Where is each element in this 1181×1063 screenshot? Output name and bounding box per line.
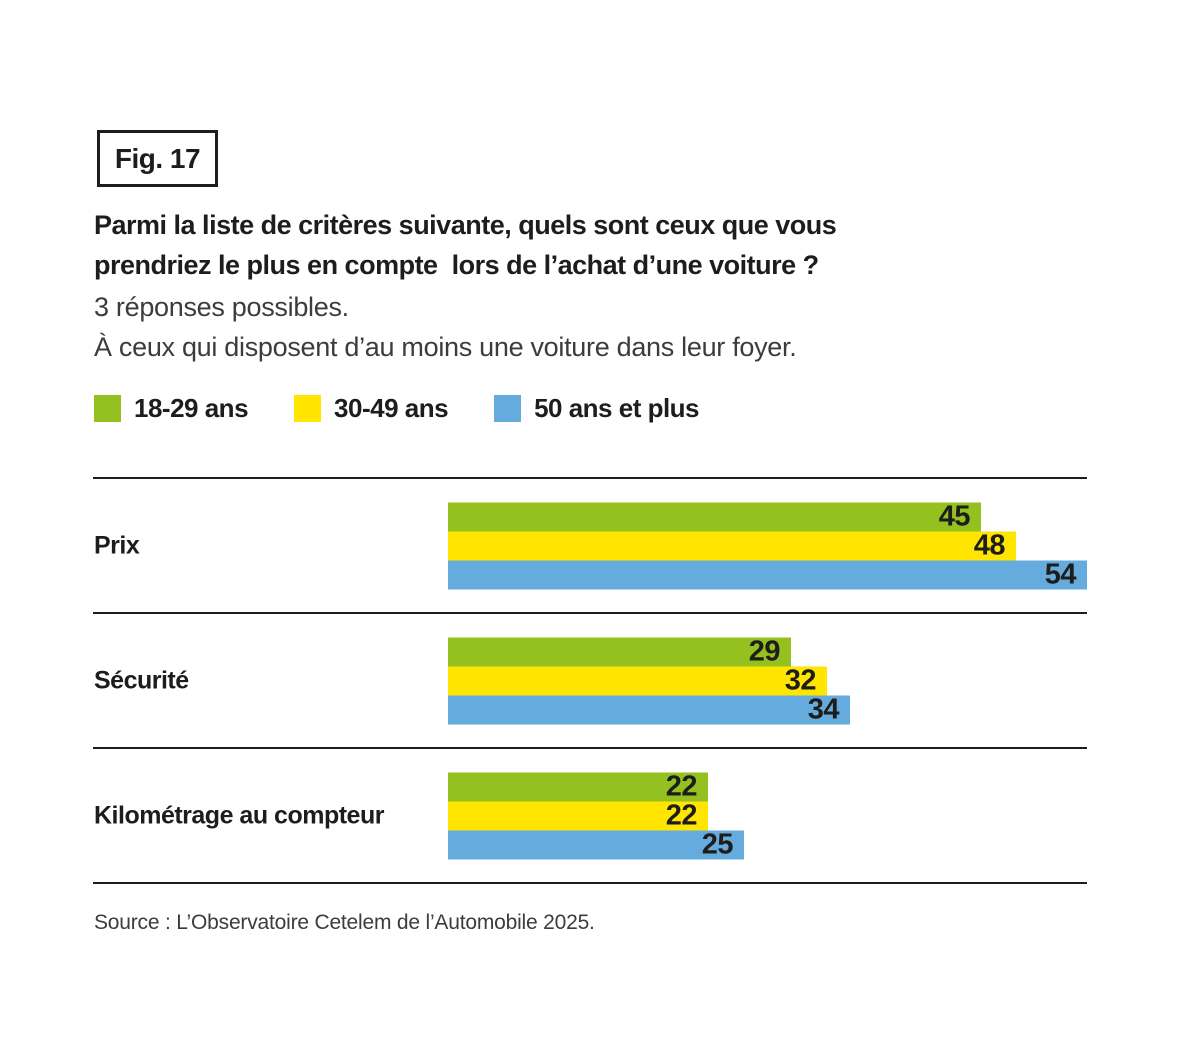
legend-swatch-icon [294, 395, 322, 422]
bar-value-label: 32 [784, 664, 817, 696]
chart-row-kilometrage: Kilométrage au compteur 22 22 25 [93, 747, 1087, 882]
bar-value-label: 25 [701, 828, 734, 860]
bar-30-49-ans: 22 [448, 801, 708, 830]
bar-group: 29 32 34 [448, 637, 1087, 724]
chart-subtitle: 3 réponses possibles. À ceux qui dispose… [94, 292, 797, 362]
bar-18-29-ans: 45 [448, 502, 981, 531]
bar-value-label: 22 [665, 770, 698, 802]
bar-50-ans-et-plus: 34 [448, 695, 850, 724]
figure-number: Fig. 17 [114, 142, 201, 174]
legend: 18-29 ans 30-49 ans 50 ans et plus [94, 393, 700, 424]
row-label: Sécurité [94, 666, 189, 694]
chart-row-prix: Prix 45 48 54 [93, 477, 1087, 612]
legend-label: 30-49 ans [334, 393, 449, 423]
figure-number-box: Fig. 17 [97, 130, 218, 187]
legend-swatch-icon [94, 395, 121, 422]
row-label: Prix [94, 531, 140, 559]
source-note: Source : L’Observatoire Cetelem de l’Aut… [94, 911, 595, 934]
bar-30-49-ans: 48 [448, 531, 1016, 560]
bar-value-label: 45 [938, 500, 971, 532]
bar-value-label: 54 [1044, 558, 1077, 590]
legend-item-18-29-ans: 18-29 ans [94, 393, 249, 424]
bar-group: 22 22 25 [448, 772, 1087, 859]
bar-18-29-ans: 29 [448, 637, 791, 666]
bar-group: 45 48 54 [448, 502, 1087, 589]
legend-swatch-icon [494, 395, 522, 422]
legend-label: 50 ans et plus [534, 393, 700, 423]
bar-value-label: 48 [973, 529, 1006, 561]
legend-item-50-ans-et-plus: 50 ans et plus [494, 393, 700, 424]
legend-item-30-49-ans: 30-49 ans [294, 393, 449, 424]
bar-chart: Prix 45 48 54 Sécurité 29 32 [93, 477, 1087, 884]
chart-row-securite: Sécurité 29 32 34 [93, 612, 1087, 747]
bar-value-label: 34 [807, 693, 840, 725]
bar-50-ans-et-plus: 54 [448, 560, 1087, 589]
bar-value-label: 22 [665, 799, 698, 831]
bar-value-label: 29 [748, 635, 781, 667]
chart-title: Parmi la liste de critères suivante, que… [94, 210, 837, 280]
bar-18-29-ans: 22 [448, 772, 708, 801]
bar-30-49-ans: 32 [448, 666, 827, 695]
bar-50-ans-et-plus: 25 [448, 830, 744, 859]
legend-label: 18-29 ans [134, 393, 249, 423]
row-label: Kilométrage au compteur [94, 801, 384, 829]
